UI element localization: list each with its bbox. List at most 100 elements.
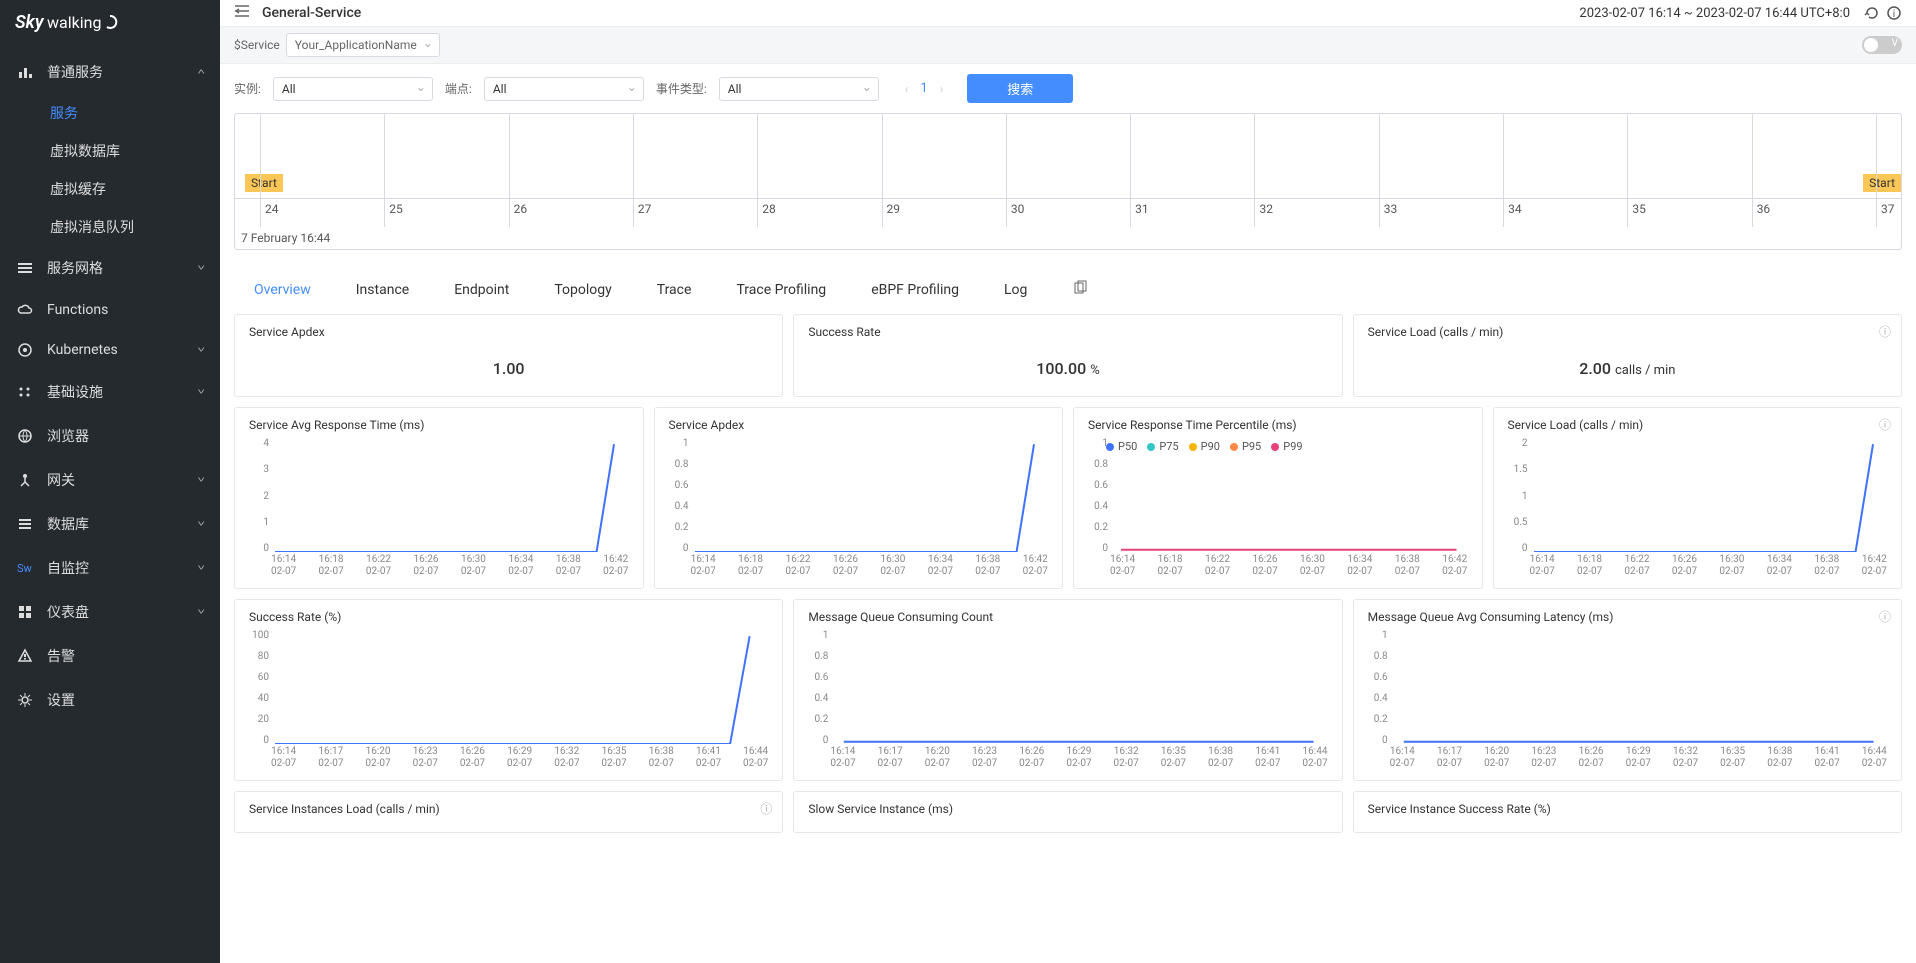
card-title: Service Apdex <box>669 418 1049 432</box>
sidebar-item-Kubernetes[interactable]: Kubernetes˅ <box>0 330 220 370</box>
logo: Skywalking <box>0 0 220 40</box>
card-title: Success Rate (%) <box>249 610 768 624</box>
tab-instance[interactable]: Instance <box>356 282 409 298</box>
x-axis: 16:1402-0716:1802-0716:2202-0716:2602-07… <box>691 554 1049 578</box>
k8s-icon <box>15 342 35 358</box>
info-icon[interactable]: i <box>1886 5 1902 21</box>
card-title: Slow Service Instance (ms) <box>808 802 1327 816</box>
sidebar-item-设置[interactable]: 设置 <box>0 678 220 722</box>
refresh-icon[interactable] <box>1864 5 1880 21</box>
sidebar-item-自监控[interactable]: Sw自监控˅ <box>0 546 220 590</box>
x-axis: 16:1402-0716:1802-0716:2202-0716:2602-07… <box>271 554 629 578</box>
page-title: General-Service <box>262 5 1579 21</box>
sidebar-item-label: 服务网格 <box>47 258 197 278</box>
svg-text:Sw: Sw <box>17 562 33 575</box>
sidebar-menu: 普通服务˄服务虚拟数据库虚拟缓存虚拟消息队列服务网格˅FunctionsKube… <box>0 40 220 963</box>
timeline-tick: 35 <box>1627 114 1646 227</box>
instance-select[interactable]: All <box>273 77 433 101</box>
chart-card: Service Load (calls / min)ⓘ 21.510.50 16… <box>1493 407 1903 589</box>
timeline-tick: 25 <box>384 114 403 227</box>
timeline-tick: 24 <box>260 114 279 227</box>
filter-bar: $Service Your_ApplicationName V <box>220 27 1916 64</box>
toggle-label: V <box>1892 38 1898 49</box>
y-axis: 10.80.60.40.20 <box>669 438 691 554</box>
search-button[interactable]: 搜索 <box>967 74 1073 103</box>
tab-endpoint[interactable]: Endpoint <box>454 282 509 298</box>
dashboard-icon <box>15 604 35 620</box>
sidebar-item-基础设施[interactable]: 基础设施˅ <box>0 370 220 414</box>
sidebar-item-label: Kubernetes <box>47 342 197 358</box>
card-title: Service Apdex <box>249 325 768 339</box>
service-select-value: Your_ApplicationName <box>295 38 417 52</box>
y-axis: 10.80.60.40.20 <box>1368 630 1390 746</box>
service-select[interactable]: Your_ApplicationName <box>286 33 440 57</box>
svg-text:walking: walking <box>47 13 101 32</box>
sidebar-item-服务网格[interactable]: 服务网格˅ <box>0 246 220 290</box>
endpoint-select[interactable]: All <box>484 77 644 101</box>
card-title: Service Response Time Percentile (ms) <box>1088 418 1468 432</box>
sidebar-subitem-虚拟缓存[interactable]: 虚拟缓存 <box>25 170 220 208</box>
pager-page[interactable]: 1 <box>920 81 927 96</box>
timeline-caption: 7 February 16:44 <box>235 227 1901 249</box>
eventtype-select[interactable]: All <box>719 77 879 101</box>
chart-card: Message Queue Avg Consuming Latency (ms)… <box>1353 599 1902 781</box>
sidebar-item-浏览器[interactable]: 浏览器 <box>0 414 220 458</box>
sidebar-item-普通服务[interactable]: 普通服务˄ <box>0 50 220 94</box>
line-chart: 10.80.60.40.20 16:1402-0716:1702-0716:20… <box>1368 630 1887 770</box>
timeline-tick: 32 <box>1254 114 1273 227</box>
chart-card: Service Avg Response Time (ms) 43210 16:… <box>234 407 644 589</box>
card-title: Service Instances Load (calls / min) <box>249 802 768 816</box>
chart-card: Service Response Time Percentile (ms)P50… <box>1073 407 1483 589</box>
info-icon[interactable]: ⓘ <box>760 800 772 817</box>
x-axis: 16:1402-0716:1802-0716:2202-0716:2602-07… <box>1530 554 1888 578</box>
tab-trace-profiling[interactable]: Trace Profiling <box>736 282 826 298</box>
timeline-body: Start Start <box>235 114 1901 199</box>
pager-next[interactable]: › <box>936 80 948 98</box>
tab-trace[interactable]: Trace <box>657 282 692 298</box>
sidebar-item-Functions[interactable]: Functions <box>0 290 220 330</box>
copy-icon[interactable] <box>1072 280 1088 300</box>
chart-row-2: Success Rate (%) 100806040200 16:1402-07… <box>234 599 1902 781</box>
timeline-tick: 37 <box>1876 114 1895 227</box>
eventtype-label: 事件类型: <box>656 80 707 97</box>
sidebar-item-告警[interactable]: 告警 <box>0 634 220 678</box>
view-toggle[interactable]: V <box>1862 36 1902 54</box>
chart-card: Message Queue Consuming Count 10.80.60.4… <box>793 599 1342 781</box>
line-chart: 10.80.60.40.20 16:1402-0716:1802-0716:22… <box>669 438 1049 578</box>
timeline-tick: 30 <box>1006 114 1025 227</box>
globe-icon <box>15 428 35 444</box>
kpi-card: Service Apdex1.00 <box>234 314 783 397</box>
pager-prev[interactable]: ‹ <box>901 80 913 98</box>
x-axis: 16:1402-0716:1702-0716:2002-0716:2302-07… <box>1390 746 1887 770</box>
sidebar-item-仪表盘[interactable]: 仪表盘˅ <box>0 590 220 634</box>
time-range[interactable]: 2023-02-07 16:14 ~ 2023-02-07 16:44 UTC+… <box>1579 6 1850 21</box>
collapse-sidebar-icon[interactable] <box>234 4 250 22</box>
sidebar-subitem-服务[interactable]: 服务 <box>25 94 220 132</box>
chevron-icon: ˅ <box>197 563 205 573</box>
y-axis: 21.510.50 <box>1508 438 1530 554</box>
sidebar-item-数据库[interactable]: 数据库˅ <box>0 502 220 546</box>
timeline-tick: 29 <box>882 114 901 227</box>
info-icon[interactable]: ⓘ <box>1879 608 1891 625</box>
x-axis: 16:1402-0716:1702-0716:2002-0716:2302-07… <box>271 746 768 770</box>
timeline[interactable]: Start Start 2425262728293031323334353637… <box>234 113 1902 250</box>
timeline-tick: 36 <box>1752 114 1771 227</box>
info-icon[interactable]: ⓘ <box>1879 323 1891 340</box>
kpi-value: 2.00calls / min <box>1368 345 1887 386</box>
chevron-icon: ˅ <box>197 475 205 485</box>
topbar: General-Service 2023-02-07 16:14 ~ 2023-… <box>220 0 1916 27</box>
tab-topology[interactable]: Topology <box>554 282 611 298</box>
sidebar-subitem-虚拟消息队列[interactable]: 虚拟消息队列 <box>25 208 220 246</box>
info-icon[interactable]: ⓘ <box>1879 416 1891 433</box>
pager: ‹ 1 › <box>901 80 948 98</box>
y-axis: 100806040200 <box>249 630 271 746</box>
tab-ebpf-profiling[interactable]: eBPF Profiling <box>871 282 959 298</box>
chart-row-1: Service Avg Response Time (ms) 43210 16:… <box>234 407 1902 589</box>
controls-bar: 实例: All 端点: All 事件类型: All ‹ 1 › 搜索 <box>234 74 1902 103</box>
sidebar-item-网关[interactable]: 网关˅ <box>0 458 220 502</box>
tab-log[interactable]: Log <box>1004 282 1027 298</box>
sidebar-subitem-虚拟数据库[interactable]: 虚拟数据库 <box>25 132 220 170</box>
sidebar-item-label: 仪表盘 <box>47 602 197 622</box>
x-axis: 16:1402-0716:1802-0716:2202-0716:2602-07… <box>1110 554 1468 578</box>
tab-overview[interactable]: Overview <box>254 282 311 298</box>
